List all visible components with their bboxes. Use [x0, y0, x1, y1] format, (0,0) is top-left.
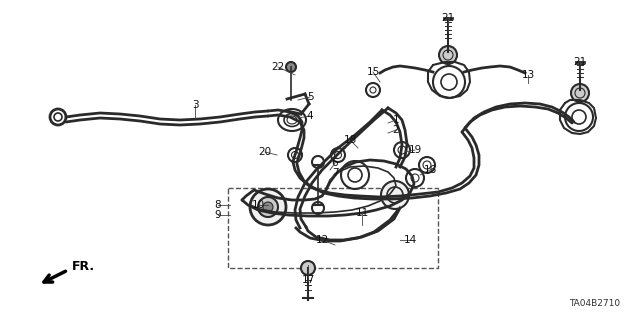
Text: TA04B2710: TA04B2710	[569, 299, 620, 308]
Circle shape	[439, 46, 457, 64]
Text: 2: 2	[393, 125, 399, 135]
Text: 1: 1	[393, 115, 399, 125]
Circle shape	[286, 62, 296, 72]
Text: 7: 7	[332, 168, 339, 178]
Bar	[228, 188, 438, 268]
Text: 12: 12	[316, 235, 328, 245]
Text: 16: 16	[424, 165, 436, 175]
Text: 22: 22	[271, 62, 285, 72]
Text: 19: 19	[408, 145, 422, 155]
Text: 14: 14	[403, 235, 417, 245]
Text: FR.: FR.	[72, 261, 95, 273]
Text: 9: 9	[214, 210, 221, 220]
Circle shape	[258, 197, 278, 217]
Text: 21: 21	[442, 13, 454, 23]
Text: 6: 6	[332, 158, 339, 168]
Text: 18: 18	[344, 135, 356, 145]
Text: 13: 13	[522, 70, 534, 80]
Circle shape	[301, 261, 315, 275]
Text: 21: 21	[573, 57, 587, 67]
Circle shape	[263, 202, 273, 212]
Circle shape	[250, 189, 286, 225]
Text: 8: 8	[214, 200, 221, 210]
Text: 4: 4	[307, 111, 314, 121]
Text: 10: 10	[252, 200, 264, 210]
Circle shape	[381, 181, 409, 209]
Text: 3: 3	[192, 100, 198, 110]
Text: 20: 20	[259, 147, 271, 157]
Text: 11: 11	[355, 208, 369, 218]
Text: 5: 5	[307, 92, 314, 102]
Text: 15: 15	[366, 67, 380, 77]
Text: 17: 17	[301, 275, 315, 285]
Circle shape	[571, 84, 589, 102]
